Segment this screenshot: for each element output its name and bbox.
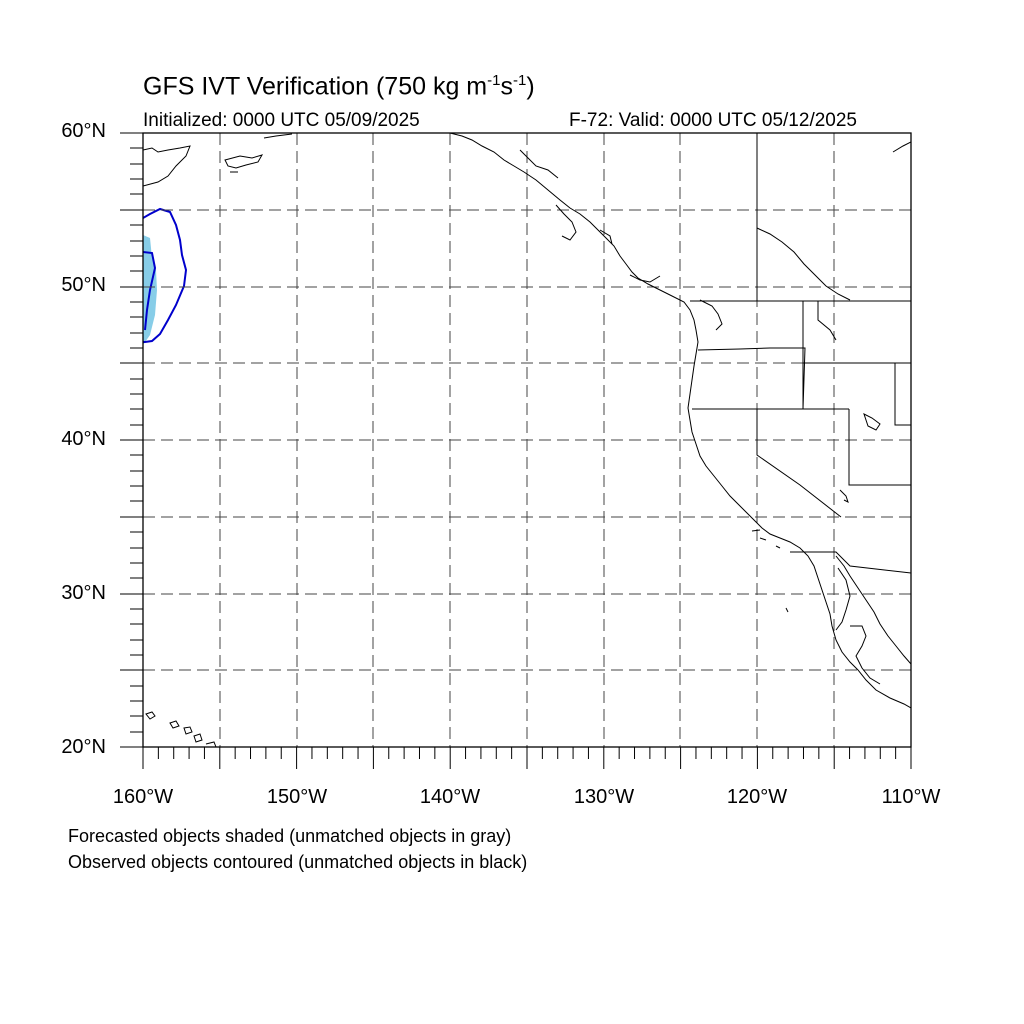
lat-label-30: 30°N (61, 582, 106, 604)
lon-label-120w: 120°W (726, 786, 788, 808)
coastlines (143, 133, 911, 747)
lat-label-20: 20°N (61, 736, 106, 758)
lon-label-160w: 160°W (112, 786, 174, 808)
political-borders (690, 133, 911, 574)
lon-label-130w: 130°W (573, 786, 635, 808)
valid-time: F-72: Valid: 0000 UTC 05/12/2025 (569, 110, 857, 131)
axis-ticks (120, 132, 143, 748)
graticule (143, 133, 911, 747)
observed-object-inner (143, 251, 157, 331)
lat-label-40: 40°N (61, 428, 106, 450)
footnote-observed: Observed objects contoured (unmatched ob… (68, 852, 528, 872)
lon-label-110w: 110°W (881, 786, 941, 808)
initialized-time: Initialized: 0000 UTC 05/09/2025 (143, 110, 420, 131)
lon-label-140w: 140°W (419, 786, 481, 808)
axis-ticks-bottom (142, 747, 912, 769)
lon-label-150w: 150°W (266, 786, 328, 808)
footnote-forecast: Forecasted objects shaded (unmatched obj… (68, 826, 512, 846)
lat-label-50: 50°N (61, 274, 106, 296)
plot-frame (142, 132, 912, 748)
lat-label-60: 60°N (61, 120, 106, 142)
map-title: GFS IVT Verification (750 kg m-1s-1) (143, 72, 535, 101)
